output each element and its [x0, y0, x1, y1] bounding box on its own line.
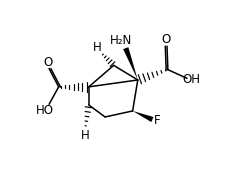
- Text: H: H: [93, 41, 101, 54]
- Text: O: O: [44, 56, 53, 69]
- Polygon shape: [123, 47, 138, 80]
- Text: H: H: [81, 129, 90, 142]
- Text: H₂N: H₂N: [110, 34, 132, 47]
- Text: O: O: [161, 33, 170, 46]
- Text: OH: OH: [183, 73, 201, 86]
- Text: HO: HO: [36, 104, 54, 117]
- Text: F: F: [154, 114, 161, 127]
- Polygon shape: [133, 111, 153, 122]
